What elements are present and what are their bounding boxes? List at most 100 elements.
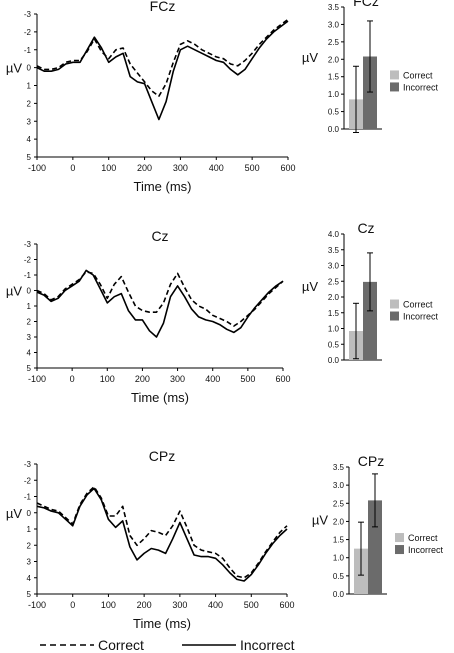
legend-swatch-incorrect xyxy=(390,82,399,92)
legend-label-incorrect: Incorrect xyxy=(408,545,444,555)
legend-label-correct: Correct xyxy=(403,70,433,80)
x-tick-label: 600 xyxy=(275,374,290,384)
y-tick-label: 3.5 xyxy=(333,463,345,472)
y-tick-label: 0.0 xyxy=(328,125,340,134)
y-tick-label: 1.0 xyxy=(328,325,340,334)
legend-swatch-incorrect xyxy=(390,311,399,321)
x-tick-label: 400 xyxy=(205,374,220,384)
y-tick-label: -2 xyxy=(24,28,32,37)
figure-legend-incorrect: Incorrect xyxy=(240,637,295,653)
cpz-line-ylabel: µV xyxy=(6,506,22,521)
cz-line-xlabel: Time (ms) xyxy=(131,390,189,405)
fcz-line-ylabel: µV xyxy=(6,61,22,76)
bar-incorrect xyxy=(368,500,382,594)
x-tick-label: 100 xyxy=(100,374,115,384)
y-tick-label: 2.5 xyxy=(328,38,340,47)
y-tick-label: 4 xyxy=(27,135,32,144)
y-tick-label: 4.0 xyxy=(328,230,340,239)
legend-swatch-correct xyxy=(395,533,404,543)
y-tick-label: 3.5 xyxy=(328,3,340,12)
x-tick-label: 100 xyxy=(101,600,116,610)
y-tick-label: -2 xyxy=(24,476,32,485)
bar-incorrect xyxy=(363,56,377,129)
series-line-incorrect xyxy=(36,269,284,338)
legend-label-correct: Correct xyxy=(408,533,438,543)
y-tick-label: 2.5 xyxy=(333,499,345,508)
legend-label-correct: Correct xyxy=(403,300,433,310)
x-tick-label: 0 xyxy=(70,600,75,610)
x-tick-label: 300 xyxy=(172,600,187,610)
y-tick-label: 3.5 xyxy=(328,246,340,255)
y-tick-label: 0.0 xyxy=(328,356,340,365)
y-tick-label: 2.0 xyxy=(328,55,340,64)
x-tick-label: 500 xyxy=(244,600,259,610)
x-tick-label: -100 xyxy=(28,600,46,610)
y-tick-label: 1 xyxy=(27,525,32,534)
y-tick-label: 1.0 xyxy=(328,90,340,99)
cz-bar-title: Cz xyxy=(357,220,374,236)
series-line-incorrect xyxy=(36,20,289,121)
y-tick-label: 3.0 xyxy=(333,481,345,490)
y-tick-label: 0 xyxy=(27,509,32,518)
y-tick-label: 3.0 xyxy=(328,20,340,29)
y-tick-label: 2.0 xyxy=(333,517,345,526)
x-tick-label: 0 xyxy=(70,163,75,173)
x-tick-label: 500 xyxy=(245,163,260,173)
y-tick-label: 0.5 xyxy=(328,108,340,117)
y-tick-label: 5 xyxy=(27,590,32,599)
bar-incorrect xyxy=(363,281,377,360)
y-tick-label: 5 xyxy=(27,153,32,162)
x-tick-label: 600 xyxy=(279,600,294,610)
y-tick-label: 1 xyxy=(27,82,32,91)
cz-line-title: Cz xyxy=(151,228,168,244)
y-tick-label: 0 xyxy=(27,64,32,73)
legend-label-incorrect: Incorrect xyxy=(403,82,439,92)
x-tick-label: 400 xyxy=(208,600,223,610)
fcz-bar-ylabel: µV xyxy=(302,50,318,65)
y-tick-label: -1 xyxy=(24,493,32,502)
y-tick-label: -1 xyxy=(24,46,32,55)
x-tick-label: 300 xyxy=(170,374,185,384)
y-tick-label: 3.0 xyxy=(328,262,340,271)
y-tick-label: 2.0 xyxy=(328,293,340,302)
x-tick-label: 200 xyxy=(137,600,152,610)
x-tick-label: -100 xyxy=(28,163,46,173)
cz-bar-ylabel: µV xyxy=(302,279,318,294)
series-line-incorrect xyxy=(36,487,288,582)
y-tick-label: 0.5 xyxy=(328,340,340,349)
figure-legend-correct: Correct xyxy=(98,637,144,653)
y-tick-label: 1.5 xyxy=(328,73,340,82)
legend-swatch-correct xyxy=(390,70,399,80)
y-tick-label: -2 xyxy=(24,256,32,265)
y-tick-label: 2.5 xyxy=(328,277,340,286)
y-tick-label: 0 xyxy=(27,287,32,296)
x-tick-label: 100 xyxy=(101,163,116,173)
y-tick-label: -3 xyxy=(24,240,32,249)
cpz-bar-title: CPz xyxy=(358,453,384,469)
y-tick-label: 2 xyxy=(27,318,32,327)
x-tick-label: 600 xyxy=(280,163,295,173)
cpz-line-title: CPz xyxy=(149,448,175,464)
cpz-line-xlabel: Time (ms) xyxy=(133,616,191,631)
fcz-line-xlabel: Time (ms) xyxy=(133,179,191,194)
y-tick-label: 4 xyxy=(27,574,32,583)
legend-label-incorrect: Incorrect xyxy=(403,312,439,322)
x-tick-label: 0 xyxy=(70,374,75,384)
y-tick-label: 0.0 xyxy=(333,590,345,599)
y-tick-label: -1 xyxy=(24,271,32,280)
cz-line-ylabel: µV xyxy=(6,284,22,299)
y-tick-label: 3 xyxy=(27,558,32,567)
cpz-bar-ylabel: µV xyxy=(312,513,328,528)
y-tick-label: 1.5 xyxy=(333,536,345,545)
y-tick-label: 2 xyxy=(27,99,32,108)
y-tick-label: 2 xyxy=(27,541,32,550)
y-tick-label: 5 xyxy=(27,364,32,373)
y-tick-label: 1.5 xyxy=(328,309,340,318)
series-line-correct xyxy=(36,271,284,327)
x-tick-label: 200 xyxy=(137,163,152,173)
y-tick-label: 0.5 xyxy=(333,572,345,581)
x-tick-label: 500 xyxy=(240,374,255,384)
y-tick-label: 1 xyxy=(27,302,32,311)
fcz-line-title: FCz xyxy=(150,0,176,14)
